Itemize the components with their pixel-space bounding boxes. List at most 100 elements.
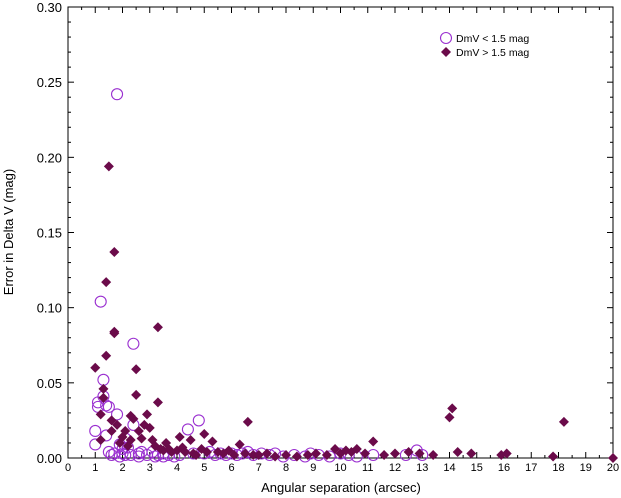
point-dmv-gt [95,409,106,420]
x-tick-label: 12 [389,462,401,474]
point-dmv-lt [119,448,132,462]
point-dmv-gt [144,422,155,433]
point-dmv-lt [367,448,380,462]
point-dmv-gt [101,277,112,288]
point-dmv-gt [608,453,618,463]
legend: DmV < 1.5 mag DmV > 1.5 mag [439,31,529,59]
x-tick-label: 13 [416,462,428,474]
point-dmv-gt [414,448,425,459]
point-dmv-lt [102,445,115,459]
x-tick-label: 0 [65,462,71,474]
point-dmv-gt [90,362,101,373]
plot-frame [67,6,614,459]
point-dmv-gt [390,448,400,459]
point-dmv-gt [131,389,142,400]
point-dmv-gt [199,428,210,439]
point-dmv-gt [95,434,106,445]
point-dmv-gt [253,449,264,460]
point-dmv-lt [111,88,124,101]
x-tick-label: 10 [334,462,346,474]
x-tick-label: 4 [174,462,180,474]
y-tick-label: 0.15 [37,226,62,241]
point-dmv-gt [452,446,463,457]
point-dmv-gt [191,449,202,460]
point-dmv-gt [444,412,455,423]
point-dmv-gt [360,448,371,459]
x-tick-label: 3 [147,462,153,474]
point-dmv-lt [132,447,145,460]
point-dmv-lt [192,414,205,427]
x-tick-label: 20 [607,462,619,474]
point-dmv-gt [270,451,281,462]
y-tick-label: 0.30 [37,0,62,15]
point-dmv-lt [181,423,194,436]
legend-marker-dmv-gt [441,47,451,57]
point-dmv-lt [399,448,412,462]
point-dmv-gt [368,436,379,447]
point-dmv-gt [201,446,212,457]
x-tick-label: 11 [362,462,373,474]
point-dmv-gt [109,328,120,339]
point-dmv-gt [242,416,253,427]
point-dmv-gt [131,364,142,375]
point-dmv-gt [403,446,414,457]
point-dmv-gt [103,161,114,172]
x-axis-label: Angular separation (arcsec) [261,480,421,495]
point-dmv-gt [152,397,163,408]
x-tick-label: 7 [256,462,262,474]
point-dmv-gt [548,451,559,462]
y-tick-label: 0.20 [37,150,62,165]
y-tick-label: 0.05 [37,376,62,391]
point-dmv-gt [351,443,362,454]
point-dmv-gt [136,433,147,444]
data-points [89,88,618,463]
point-dmv-gt [98,392,109,403]
x-tick-label: 1 [92,462,98,474]
point-dmv-gt [133,425,144,436]
x-tick-label: 17 [525,462,537,474]
point-dmv-gt [109,247,120,258]
point-dmv-lt [124,448,137,462]
point-dmv-gt [112,419,123,430]
point-dmv-lt [149,450,162,463]
x-tick-label: 14 [443,462,455,474]
point-dmv-lt [94,295,107,308]
y-tick-label: 0.10 [37,301,62,316]
point-dmv-lt [97,373,110,386]
x-tick-label: 19 [580,462,592,474]
point-dmv-gt [128,413,139,424]
point-dmv-gt [501,448,512,459]
y-tick-label: 0.25 [37,75,62,90]
axis-ticks: 0 1 2 3 4 5 6 7 8 9 10 11 12 13 14 15 16 17 18 19 200.000.05… [37,0,619,474]
x-tick-label: 5 [201,462,207,474]
point-dmv-gt [466,448,477,459]
x-tick-label: 15 [471,462,483,474]
point-dmv-gt [291,451,302,462]
point-dmv-gt [428,449,439,460]
y-tick-label: 0.00 [37,451,62,466]
point-dmv-gt [248,449,259,460]
point-dmv-gt [281,449,291,460]
point-dmv-gt [207,436,218,447]
x-tick-label: 9 [310,462,316,474]
point-dmv-gt [125,434,136,445]
x-tick-label: 8 [283,462,289,474]
x-tick-label: 6 [228,462,234,474]
point-dmv-gt [106,425,117,436]
point-dmv-gt [240,448,251,459]
point-dmv-gt [98,383,109,394]
y-axis-label: Error in Delta V (mag) [1,169,16,295]
x-tick-label: 16 [498,462,510,474]
point-dmv-gt [302,449,313,460]
point-dmv-gt [101,350,112,361]
point-dmv-gt [152,322,163,333]
legend-label-dmv-lt: DmV < 1.5 mag [456,33,529,45]
point-dmv-gt [558,416,569,427]
plot-frame-group [67,6,614,459]
point-dmv-gt [174,431,185,442]
legend-marker-dmv-lt [439,31,453,45]
x-tick-label: 2 [119,462,125,474]
point-dmv-gt [234,439,245,450]
point-dmv-gt [379,449,390,460]
